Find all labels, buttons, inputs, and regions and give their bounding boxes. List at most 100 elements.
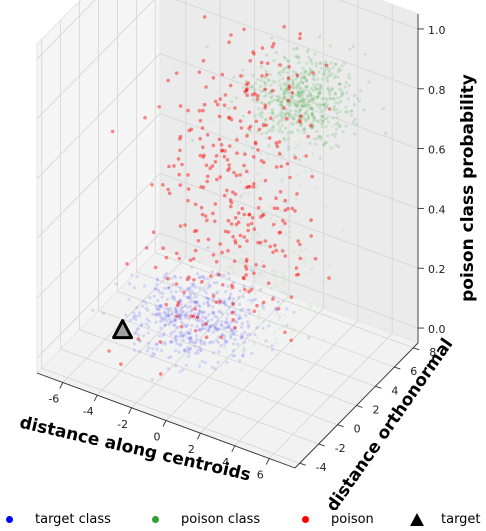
poison-class-point <box>338 68 342 72</box>
poison-class-point <box>280 180 283 184</box>
poison-point <box>178 137 182 141</box>
poison-class-point <box>318 156 322 160</box>
target-class-point <box>215 327 220 331</box>
poison-class-point <box>253 292 257 295</box>
target-class-point <box>174 309 178 313</box>
poison-class-point <box>320 115 324 119</box>
poison-class-point <box>349 113 353 117</box>
poison-point <box>158 340 163 344</box>
target-class-point <box>225 360 229 364</box>
target-class-point <box>247 325 251 329</box>
poison-class-point <box>301 127 306 132</box>
poison-class-point <box>358 99 362 103</box>
target-class-point <box>253 297 258 301</box>
poison-class-point <box>284 87 288 92</box>
target-class-point <box>223 320 228 324</box>
poison-class-point <box>279 86 283 90</box>
poison-point <box>263 106 268 110</box>
target-class-point <box>206 319 210 323</box>
target-class-point <box>189 339 193 343</box>
poison-class-point <box>303 117 307 121</box>
target-class-point <box>199 349 203 353</box>
target-class-point <box>130 273 134 277</box>
poison-class-point <box>319 84 323 88</box>
poison-class-point <box>255 232 259 236</box>
poison-point <box>275 206 280 211</box>
poison-class-point <box>338 87 342 91</box>
poison-class-point <box>319 61 323 65</box>
z-tick-label: 0.8 <box>428 84 446 97</box>
poison-class-point <box>280 100 284 104</box>
poison-class-point <box>291 81 295 86</box>
target-class-point <box>220 320 224 324</box>
target-class-point <box>215 322 219 326</box>
poison-point <box>201 185 206 190</box>
target-class-point <box>229 333 233 337</box>
poison-class-point <box>286 99 290 103</box>
poison-point <box>164 302 168 307</box>
poison-class-point <box>324 105 328 110</box>
target-class-point <box>270 344 274 348</box>
poison-point <box>274 141 279 145</box>
poison-class-point <box>256 183 260 187</box>
poison-point <box>255 97 260 101</box>
poison-class-point <box>279 73 283 77</box>
poison-class-point <box>279 114 283 118</box>
target-class-point <box>175 341 179 345</box>
poison-point <box>189 127 194 132</box>
z-gridline-back <box>159 53 419 149</box>
target-class-point <box>201 275 205 279</box>
target-class-point <box>163 323 167 327</box>
target-class-point <box>251 285 255 290</box>
poison-class-point <box>303 103 308 107</box>
poison-class-point <box>326 74 330 78</box>
target-class-point <box>187 317 191 321</box>
poison-point <box>244 82 249 87</box>
poison-class-point <box>309 305 313 309</box>
poison-class-point <box>297 108 302 112</box>
target-class-point <box>169 290 173 294</box>
poison-class-point <box>301 66 305 70</box>
poison-class-point <box>334 132 338 136</box>
poison-class-point <box>311 118 316 122</box>
poison-class-point <box>323 69 327 73</box>
poison-point <box>229 222 234 226</box>
z-gridline-back <box>159 232 419 329</box>
x-tick-label: 4 <box>222 456 229 469</box>
poison-point <box>230 283 234 288</box>
poison-point <box>211 211 215 216</box>
poison-class-point <box>332 106 336 110</box>
poison-class-point <box>261 260 265 263</box>
poison-point <box>262 264 266 269</box>
target-class-point <box>227 325 231 329</box>
z-tick-label: 0.0 <box>428 323 446 336</box>
poison-class-point <box>286 84 290 88</box>
poison-class-point <box>324 60 328 64</box>
poison-class-point <box>331 116 335 120</box>
poison-class-point <box>326 120 331 124</box>
poison-class-point <box>335 127 339 131</box>
poison-class-point <box>267 128 272 132</box>
legend-marker-target <box>410 513 424 526</box>
poison-class-point <box>279 209 283 213</box>
poison-class-point <box>191 138 195 142</box>
target-class-point <box>223 339 227 343</box>
target-class-point <box>172 296 177 300</box>
poison-class-point <box>279 119 283 123</box>
poison-class-point <box>316 120 320 124</box>
poison-class-point <box>295 46 299 50</box>
target-class-point <box>178 334 182 338</box>
poison-class-point <box>301 81 305 85</box>
target-class-point <box>234 312 238 316</box>
poison-class-point <box>294 47 298 51</box>
target-class-point <box>150 354 154 358</box>
poison-class-point <box>302 75 307 79</box>
target-class-point <box>155 307 159 311</box>
poison-class-point <box>234 96 238 100</box>
poison-class-point <box>240 368 244 372</box>
target-class-point <box>216 319 220 323</box>
poison-point <box>175 303 180 308</box>
poison-class-point <box>307 304 311 308</box>
poison-class-point <box>252 343 256 347</box>
poison-point <box>183 223 187 227</box>
